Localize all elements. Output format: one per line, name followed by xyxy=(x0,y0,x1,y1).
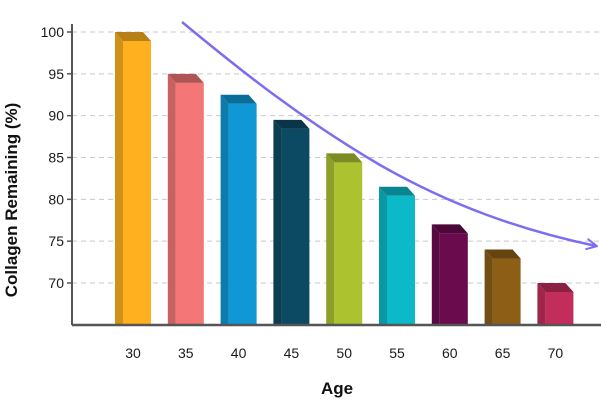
bar-front-face xyxy=(545,292,574,325)
bar-45 xyxy=(273,119,310,325)
bar-side-face xyxy=(273,119,282,325)
bar-front-face xyxy=(439,233,468,325)
x-tick-label: 55 xyxy=(389,345,405,361)
bar-front-face xyxy=(175,82,204,325)
x-tick-label: 65 xyxy=(495,345,511,361)
bar-top-face xyxy=(431,224,468,234)
bar-front-face xyxy=(123,41,151,325)
bar-side-face xyxy=(220,94,229,325)
bar-top-face xyxy=(379,186,415,196)
bar-side-face xyxy=(167,73,176,325)
y-tick-label: 75 xyxy=(48,233,64,249)
x-tick-label: 45 xyxy=(284,345,300,361)
bars xyxy=(115,32,574,325)
x-tick-label: 35 xyxy=(178,345,194,361)
bar-35 xyxy=(167,73,204,325)
bar-top-face xyxy=(326,153,363,163)
tick-labels: 70 75 80 85 90 95 100 30 35 40 45 50 55 60 65 70 xyxy=(41,24,564,361)
x-tick-label: 50 xyxy=(336,345,352,361)
bar-front-face xyxy=(387,195,415,325)
bar-front-face xyxy=(334,162,363,325)
x-axis-title: Age xyxy=(321,379,353,398)
bar-front-face xyxy=(492,258,521,325)
bar-60 xyxy=(431,224,468,325)
bar-40 xyxy=(220,94,257,325)
bar-30 xyxy=(115,32,151,325)
bar-side-face xyxy=(379,186,387,325)
bar-65 xyxy=(484,249,521,325)
bar-70 xyxy=(537,283,574,325)
bar-side-face xyxy=(431,224,440,325)
bar-top-face xyxy=(273,119,310,129)
trend-arrow xyxy=(181,21,598,251)
x-tick-label: 70 xyxy=(548,345,564,361)
y-tick-label: 90 xyxy=(48,108,64,124)
bar-50 xyxy=(326,153,363,325)
bar-side-face xyxy=(484,249,493,325)
y-tick-label: 70 xyxy=(48,275,64,291)
bar-side-face xyxy=(326,153,335,325)
bar-top-face xyxy=(220,94,257,104)
x-tick-label: 40 xyxy=(231,345,247,361)
y-tick-label: 85 xyxy=(48,150,64,166)
bar-side-face xyxy=(537,283,546,325)
x-tick-label: 60 xyxy=(442,345,458,361)
y-axis-title: Collagen Remaining (%) xyxy=(2,103,21,298)
bar-top-face xyxy=(484,249,521,259)
bar-side-face xyxy=(115,32,123,325)
bar-front-face xyxy=(228,103,257,325)
x-tick-label: 30 xyxy=(125,345,141,361)
axes xyxy=(71,24,601,327)
bar-top-face xyxy=(115,32,151,41)
bar-top-face xyxy=(537,283,574,292)
y-tick-label: 95 xyxy=(48,66,64,82)
bar-55 xyxy=(379,186,415,325)
bar-front-face xyxy=(281,128,310,325)
y-tick-label: 80 xyxy=(48,191,64,207)
bar-top-face xyxy=(167,73,204,83)
y-tick-label: 100 xyxy=(41,24,65,40)
